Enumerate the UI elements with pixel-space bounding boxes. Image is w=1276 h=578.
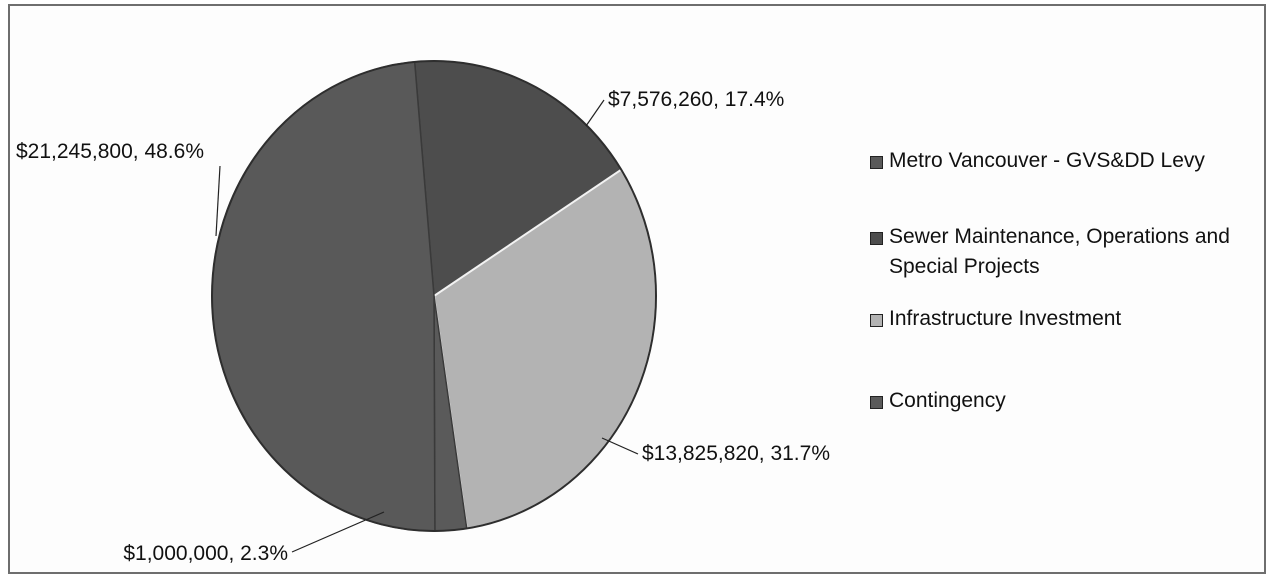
chart-frame: $21,245,800, 48.6% $7,576,260, 17.4% $13,8… [8, 4, 1266, 574]
legend-swatch-icon [870, 396, 883, 409]
leader-line [291, 511, 385, 553]
legend-label: Contingency [889, 389, 1006, 412]
legend-item-infrastructure-investment: Infrastructure Investment [870, 307, 1121, 334]
legend-label: Metro Vancouver - GVS&DD Levy [889, 149, 1205, 172]
legend-label: Infrastructure Investment [889, 307, 1122, 330]
data-label-contingency: $1,000,000, 2.3% [123, 542, 288, 565]
leader-lines [215, 99, 639, 553]
pie-slices [211, 60, 657, 532]
legend-label: Sewer Maintenance, Operations and Specia… [889, 225, 1230, 278]
data-label-metro-vancouver: $21,245,800, 48.6% [16, 140, 204, 163]
data-label-infrastructure-investment: $13,825,820, 31.7% [642, 442, 830, 465]
pie-slice-metro-vancouver [211, 61, 436, 532]
leader-line [215, 165, 221, 237]
legend-item-metro-vancouver: Metro Vancouver - GVS&DD Levy [870, 149, 1205, 176]
leader-line [601, 437, 639, 455]
data-labels: $21,245,800, 48.6% $7,576,260, 17.4% $13,8… [16, 88, 830, 565]
legend-item-sewer-maintenance: Sewer Maintenance, Operations and Specia… [870, 225, 1259, 282]
legend-swatch-icon [870, 314, 883, 327]
legend-swatch-icon [870, 156, 883, 169]
data-label-sewer-maintenance: $7,576,260, 17.4% [608, 88, 784, 111]
pie-outline [211, 60, 657, 532]
leader-line [585, 99, 605, 127]
pie-chart: $21,245,800, 48.6% $7,576,260, 17.4% $13,8… [16, 60, 830, 565]
legend-item-contingency: Contingency [870, 389, 1006, 416]
legend-swatch-icon [870, 232, 883, 245]
